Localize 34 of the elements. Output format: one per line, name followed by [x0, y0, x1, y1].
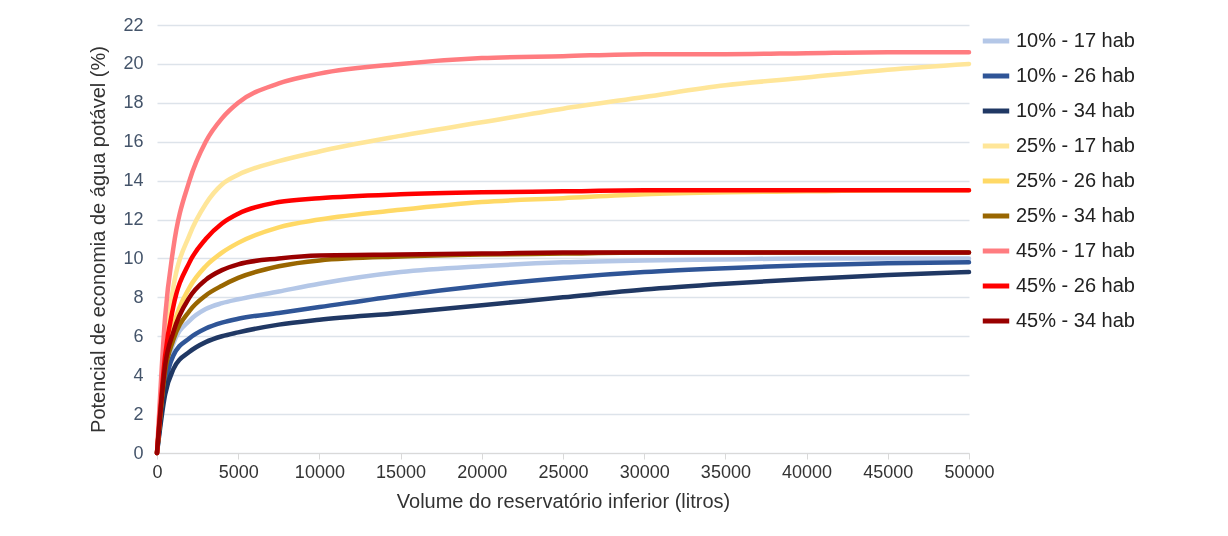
x-tick-label: 0 — [152, 461, 163, 482]
x-axis-title: Volume do reservatório inferior (litros) — [396, 489, 731, 512]
y-tick-label: 2 — [133, 403, 144, 424]
y-axis-title: Potencial de economia de água potável (%) — [87, 46, 110, 433]
legend-label: 25% - 17 hab — [1016, 134, 1135, 156]
legend-label: 25% - 26 hab — [1016, 169, 1135, 191]
x-tick-label: 45000 — [863, 461, 914, 482]
legend-label: 45% - 26 hab — [1016, 274, 1135, 296]
y-tick-label: 12 — [123, 209, 144, 230]
x-tick-label: 5000 — [218, 461, 259, 482]
x-tick-label: 50000 — [944, 461, 995, 482]
x-tick-label: 35000 — [700, 461, 751, 482]
y-tick-label: 8 — [133, 286, 144, 307]
y-tick-label: 16 — [123, 131, 144, 152]
legend-label: 10% - 34 hab — [1016, 99, 1135, 121]
x-tick-label: 20000 — [457, 461, 508, 482]
x-tick-label: 15000 — [376, 461, 427, 482]
legend-label: 45% - 34 hab — [1016, 309, 1135, 331]
y-tick-label: 10 — [123, 247, 144, 268]
legend-label: 10% - 17 hab — [1016, 29, 1135, 51]
legend-label: 25% - 34 hab — [1016, 204, 1135, 226]
legend-label: 45% - 17 hab — [1016, 239, 1135, 261]
x-tick-label: 30000 — [619, 461, 670, 482]
y-tick-label: 6 — [133, 325, 144, 346]
y-tick-label: 4 — [133, 364, 144, 385]
y-tick-label: 14 — [123, 170, 144, 191]
x-tick-label: 10000 — [294, 461, 345, 482]
y-tick-label: 18 — [123, 92, 144, 113]
y-tick-label: 22 — [123, 14, 144, 35]
y-tick-label: 0 — [133, 442, 144, 463]
y-tick-label: 20 — [123, 53, 144, 74]
x-tick-label: 25000 — [538, 461, 589, 482]
x-tick-label: 40000 — [782, 461, 833, 482]
legend-label: 10% - 26 hab — [1016, 64, 1135, 86]
